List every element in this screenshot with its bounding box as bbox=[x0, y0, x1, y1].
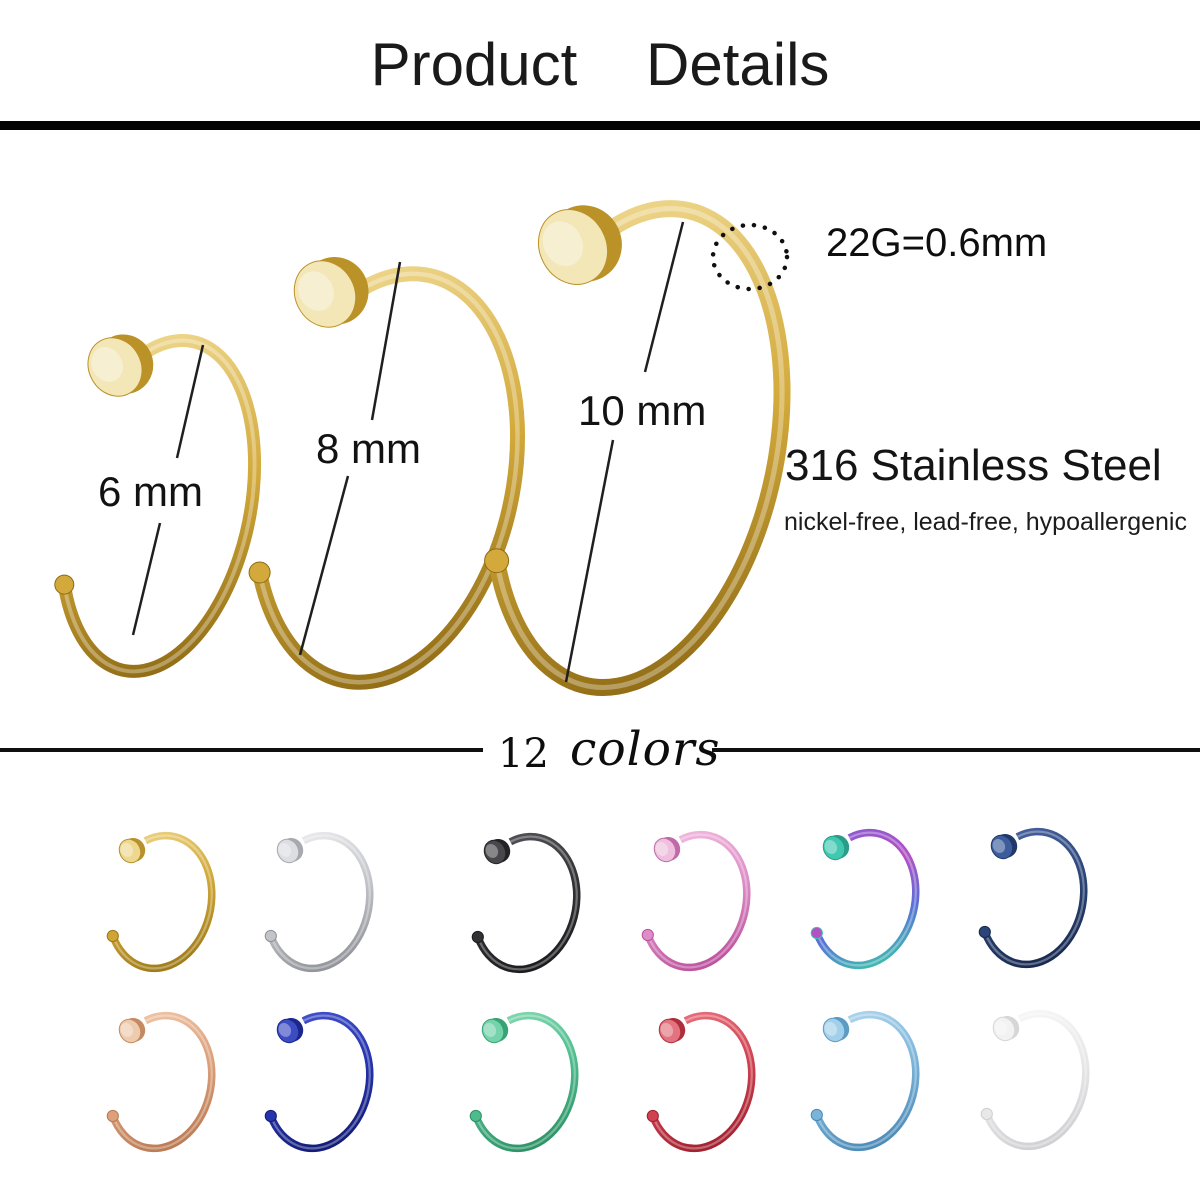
color-ring-royal-blue bbox=[264, 1011, 374, 1153]
material-heading: 316 Stainless Steel bbox=[785, 441, 1162, 490]
color-ring-silver bbox=[264, 831, 374, 973]
gold-ring-10mm-disc-end bbox=[537, 205, 622, 285]
gold-ring-10mm-ball-end bbox=[484, 548, 510, 574]
colors-divider-line-right bbox=[712, 748, 1200, 752]
gold-ring-6mm-ball-end bbox=[54, 574, 75, 595]
colors-word: colors bbox=[570, 722, 721, 777]
gold-ring-6mm bbox=[54, 334, 262, 678]
gauge-label: 22G=0.6mm bbox=[826, 221, 1048, 265]
gold-ring-6mm-disc-end bbox=[87, 334, 154, 397]
color-ring-gold-disc-end bbox=[118, 838, 146, 864]
color-ring-silver-ball-end bbox=[264, 929, 277, 943]
color-ring-red bbox=[646, 1011, 756, 1153]
size-label-6mm: 6 mm bbox=[98, 468, 203, 515]
gold-ring-10mm bbox=[484, 200, 791, 696]
gauge-dotted-circle bbox=[710, 222, 790, 292]
color-ring-red-disc-end bbox=[658, 1018, 686, 1044]
color-ring-black-ball-end bbox=[471, 930, 484, 944]
color-ring-pink-disc-end bbox=[653, 837, 681, 863]
color-ring-rainbow-disc-end bbox=[822, 835, 850, 861]
color-ring-green-disc-end bbox=[481, 1018, 509, 1044]
color-ring-white bbox=[980, 1009, 1090, 1151]
color-ring-light-blue-ball-end bbox=[810, 1108, 823, 1122]
color-ring-white-disc-end bbox=[992, 1016, 1020, 1042]
color-ring-navy-blue-ball-end bbox=[978, 925, 991, 939]
gold-ring-8mm-ball-end bbox=[248, 561, 271, 584]
measure-line bbox=[175, 344, 205, 459]
color-ring-royal-blue-ball-end bbox=[264, 1109, 277, 1123]
color-ring-silver-disc-end bbox=[276, 838, 304, 864]
color-ring-rose-gold-ball-end bbox=[106, 1109, 119, 1123]
color-ring-green bbox=[469, 1011, 579, 1153]
color-ring-royal-blue-disc-end bbox=[276, 1018, 304, 1044]
gold-ring-8mm-disc-end bbox=[293, 257, 369, 328]
color-ring-navy-blue-disc-end bbox=[990, 834, 1018, 860]
color-ring-green-ball-end bbox=[469, 1109, 482, 1123]
colors-divider-line-left bbox=[0, 748, 483, 752]
color-ring-gold bbox=[106, 831, 216, 973]
size-label-10mm: 10 mm bbox=[578, 387, 707, 434]
measure-line bbox=[643, 221, 685, 373]
color-ring-light-blue bbox=[810, 1010, 920, 1152]
color-ring-gold-ball-end bbox=[106, 929, 119, 943]
color-ring-pink bbox=[641, 830, 751, 972]
measure-line bbox=[131, 522, 162, 636]
measure-line bbox=[298, 475, 350, 656]
color-ring-white-ball-end bbox=[980, 1107, 993, 1121]
color-ring-rainbow bbox=[810, 828, 920, 970]
color-ring-light-blue-disc-end bbox=[822, 1017, 850, 1043]
color-ring-navy-blue bbox=[978, 827, 1088, 969]
size-label-8mm: 8 mm bbox=[316, 425, 421, 472]
color-ring-rose-gold-disc-end bbox=[118, 1018, 146, 1044]
colors-count: 12 bbox=[498, 731, 549, 777]
title-divider-bar bbox=[0, 121, 1200, 130]
color-ring-rose-gold bbox=[106, 1011, 216, 1153]
color-ring-pink-ball-end bbox=[641, 928, 654, 942]
color-ring-rainbow-ball-end bbox=[810, 926, 823, 940]
measure-line bbox=[564, 439, 615, 683]
gold-ring-8mm bbox=[248, 257, 526, 690]
measure-line bbox=[370, 261, 402, 421]
color-ring-red-ball-end bbox=[646, 1109, 659, 1123]
color-ring-black-disc-end bbox=[483, 839, 511, 865]
page-title: Product Details bbox=[370, 31, 830, 98]
color-ring-black bbox=[471, 832, 581, 974]
material-subheading: nickel-free, lead-free, hypoallergenic bbox=[784, 508, 1187, 536]
